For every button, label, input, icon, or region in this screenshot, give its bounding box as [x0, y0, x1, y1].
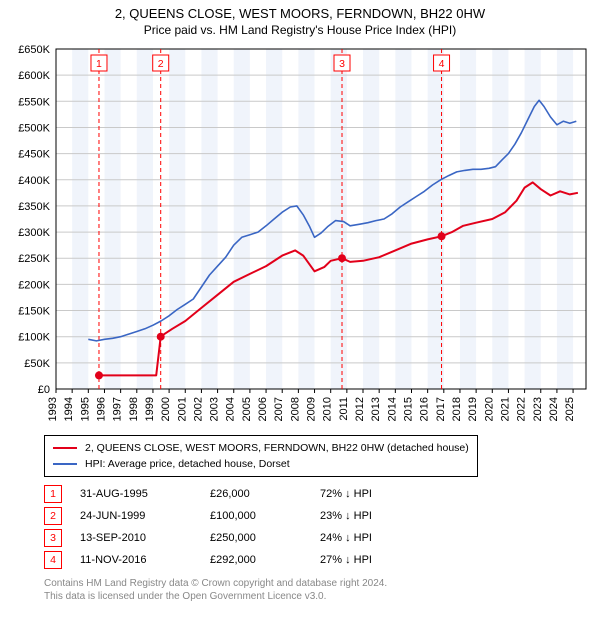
svg-text:2025: 2025 [564, 397, 576, 421]
svg-text:2024: 2024 [548, 397, 560, 421]
event-price: £26,000 [210, 488, 320, 500]
legend-label: HPI: Average price, detached house, Dors… [85, 456, 290, 472]
svg-text:2021: 2021 [499, 397, 511, 421]
svg-text:2015: 2015 [402, 397, 414, 421]
event-marker-label: 4 [44, 551, 62, 569]
event-delta: 23% ↓ HPI [320, 510, 372, 522]
svg-text:£300K: £300K [18, 227, 50, 239]
svg-text:2008: 2008 [289, 397, 301, 421]
svg-text:2018: 2018 [451, 397, 463, 421]
svg-text:£650K: £650K [18, 44, 50, 56]
event-price: £292,000 [210, 554, 320, 566]
event-row: 3 13-SEP-2010£250,00024% ↓ HPI [44, 527, 590, 549]
svg-text:2003: 2003 [209, 397, 221, 421]
svg-text:2014: 2014 [386, 397, 398, 421]
footer-line-2: This data is licensed under the Open Gov… [44, 590, 590, 603]
price-chart: £0 £50K £100K £150K £200K £250K £300K £350K £400… [10, 43, 590, 423]
event-date: 11-NOV-2016 [80, 554, 210, 566]
legend-label: 2, QUEENS CLOSE, WEST MOORS, FERNDOWN, B… [85, 440, 469, 456]
svg-text:2000: 2000 [160, 397, 172, 421]
svg-text:2: 2 [158, 58, 164, 70]
title-line-2: Price paid vs. HM Land Registry's House … [10, 23, 590, 37]
svg-text:£200K: £200K [18, 279, 50, 291]
event-marker-label: 2 [44, 507, 62, 525]
event-date: 31-AUG-1995 [80, 488, 210, 500]
event-row: 1 31-AUG-1995£26,00072% ↓ HPI [44, 483, 590, 505]
svg-text:1: 1 [96, 58, 102, 70]
svg-text:1993: 1993 [47, 397, 59, 421]
svg-text:2011: 2011 [338, 397, 350, 421]
svg-text:4: 4 [439, 58, 445, 70]
svg-text:2012: 2012 [354, 397, 366, 421]
svg-text:1994: 1994 [63, 397, 75, 421]
svg-text:2002: 2002 [192, 397, 204, 421]
event-row: 4 11-NOV-2016£292,00027% ↓ HPI [44, 549, 590, 571]
svg-text:2007: 2007 [273, 397, 285, 421]
svg-text:£150K: £150K [18, 306, 50, 318]
legend-swatch [53, 447, 77, 449]
event-delta: 27% ↓ HPI [320, 554, 372, 566]
footer: Contains HM Land Registry data © Crown c… [44, 577, 590, 603]
svg-text:2023: 2023 [532, 397, 544, 421]
title-line-1: 2, QUEENS CLOSE, WEST MOORS, FERNDOWN, B… [10, 6, 590, 21]
svg-text:£600K: £600K [18, 70, 50, 82]
legend: 2, QUEENS CLOSE, WEST MOORS, FERNDOWN, B… [44, 435, 478, 477]
svg-text:1996: 1996 [95, 397, 107, 421]
svg-text:2001: 2001 [176, 397, 188, 421]
svg-text:2019: 2019 [467, 397, 479, 421]
event-price: £250,000 [210, 532, 320, 544]
event-marker-label: 3 [44, 529, 62, 547]
event-delta: 24% ↓ HPI [320, 532, 372, 544]
svg-text:2005: 2005 [241, 397, 253, 421]
event-date: 24-JUN-1999 [80, 510, 210, 522]
svg-text:£50K: £50K [24, 358, 50, 370]
svg-text:2004: 2004 [225, 397, 237, 421]
legend-item-hpi: HPI: Average price, detached house, Dors… [53, 456, 469, 472]
svg-text:£350K: £350K [18, 201, 50, 213]
svg-text:3: 3 [339, 58, 345, 70]
svg-text:1999: 1999 [144, 397, 156, 421]
svg-text:2010: 2010 [322, 397, 334, 421]
svg-text:£500K: £500K [18, 122, 50, 134]
event-row: 2 24-JUN-1999£100,00023% ↓ HPI [44, 505, 590, 527]
svg-text:£450K: £450K [18, 149, 50, 161]
svg-text:£100K: £100K [18, 332, 50, 344]
event-delta: 72% ↓ HPI [320, 488, 372, 500]
svg-text:£550K: £550K [18, 96, 50, 108]
svg-text:£250K: £250K [18, 253, 50, 265]
svg-text:2022: 2022 [516, 397, 528, 421]
legend-swatch [53, 463, 77, 465]
event-price: £100,000 [210, 510, 320, 522]
svg-text:£0: £0 [38, 384, 50, 396]
svg-text:1997: 1997 [112, 397, 124, 421]
svg-text:1998: 1998 [128, 397, 140, 421]
svg-text:2017: 2017 [435, 397, 447, 421]
svg-text:2020: 2020 [483, 397, 495, 421]
svg-text:1995: 1995 [79, 397, 91, 421]
svg-text:£400K: £400K [18, 175, 50, 187]
svg-text:2013: 2013 [370, 397, 382, 421]
legend-item-property: 2, QUEENS CLOSE, WEST MOORS, FERNDOWN, B… [53, 440, 469, 456]
svg-text:2016: 2016 [419, 397, 431, 421]
event-marker-label: 1 [44, 485, 62, 503]
footer-line-1: Contains HM Land Registry data © Crown c… [44, 577, 590, 590]
event-date: 13-SEP-2010 [80, 532, 210, 544]
event-table: 1 31-AUG-1995£26,00072% ↓ HPI 2 24-JUN-1999… [44, 483, 590, 571]
svg-text:2009: 2009 [306, 397, 318, 421]
svg-text:2006: 2006 [257, 397, 269, 421]
